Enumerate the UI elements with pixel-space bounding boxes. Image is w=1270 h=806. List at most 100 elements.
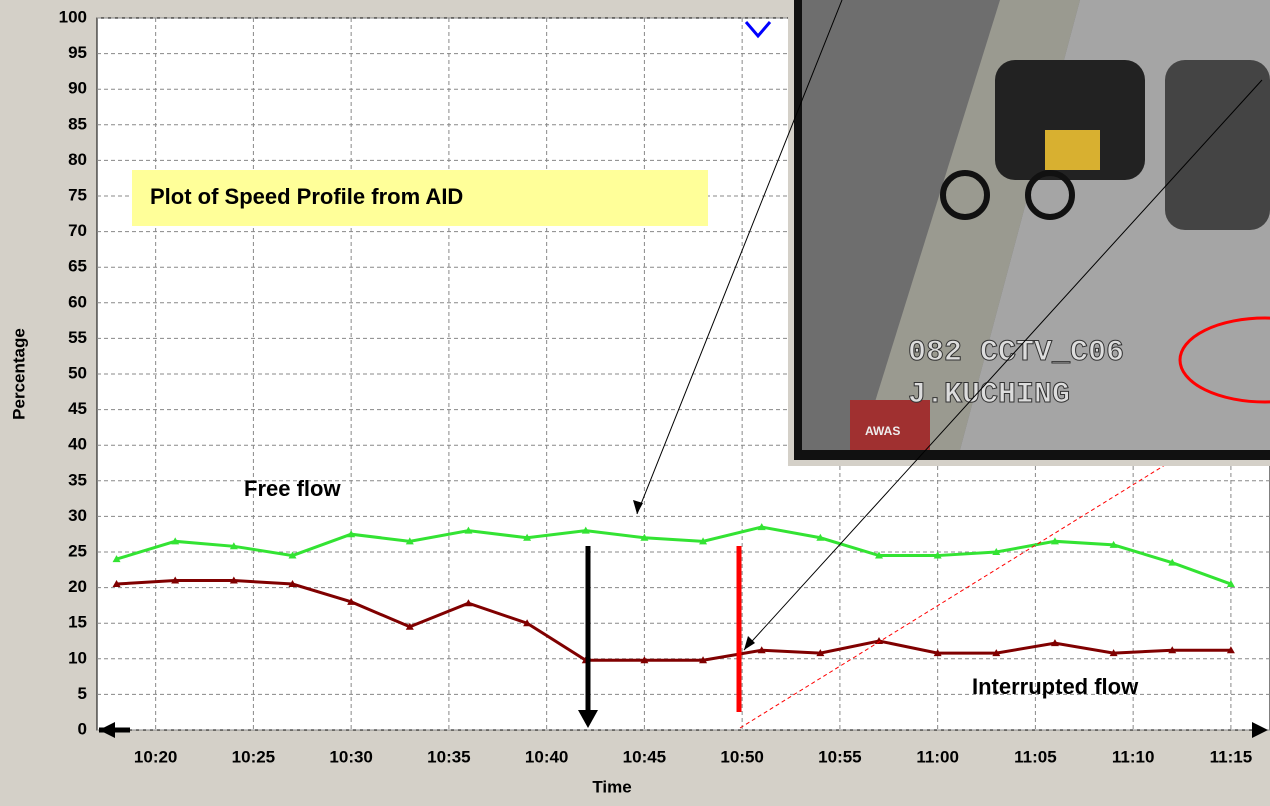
point [405, 537, 414, 545]
y-tick-label: 100 [59, 7, 87, 26]
point [1226, 580, 1235, 588]
point [229, 542, 238, 550]
y-tick-label: 95 [68, 43, 87, 62]
y-tick-label: 35 [68, 470, 87, 489]
point [640, 656, 649, 664]
point [1050, 639, 1059, 647]
lines [112, 523, 1235, 664]
y-tick-label: 45 [68, 399, 87, 418]
pointer-line [743, 79, 1263, 651]
point [640, 533, 649, 541]
point [699, 537, 708, 545]
y-tick-label: 80 [68, 150, 87, 169]
point [347, 597, 356, 605]
title-box [132, 170, 708, 226]
point [464, 526, 473, 534]
x-tick-label: 10:35 [427, 747, 470, 766]
x-tick-label: 11:10 [1112, 747, 1155, 766]
point [464, 599, 473, 607]
point [112, 555, 121, 563]
point [992, 548, 1001, 555]
point [1168, 558, 1177, 566]
point [288, 551, 297, 559]
y-tick-label: 15 [68, 613, 87, 632]
point [875, 551, 883, 559]
x-axis-label: Time [592, 777, 631, 796]
y-tick-label: 40 [68, 435, 87, 454]
point [1109, 540, 1118, 548]
box [1045, 130, 1100, 170]
x-tick-label: 10:25 [232, 747, 275, 766]
point [933, 649, 942, 657]
sign [850, 400, 930, 450]
y-axis-label: Percentage [9, 328, 28, 420]
x-tick-label: 11:00 [916, 747, 959, 766]
y-tick-label: 20 [68, 577, 87, 596]
point [1109, 649, 1118, 657]
highlight [1178, 316, 1270, 404]
annotation: Free flow [244, 476, 341, 501]
point [1226, 646, 1235, 654]
point [581, 526, 590, 534]
y-tick-label: 0 [78, 719, 87, 738]
chart-title: Plot of Speed Profile from AID [150, 184, 463, 209]
marker [744, 21, 772, 39]
point [1168, 646, 1177, 654]
series-line [116, 578, 1231, 662]
annotation: Interrupted flow [972, 674, 1139, 699]
series-line [116, 525, 1232, 586]
point [229, 576, 238, 584]
x-tick-label: 10:45 [623, 747, 666, 766]
wheel [940, 170, 990, 220]
wheel [1025, 170, 1075, 220]
point [875, 637, 883, 644]
y-tick-label: 90 [68, 79, 87, 98]
point [347, 530, 356, 538]
x-tick-label: 11:05 [1014, 747, 1057, 766]
car [995, 60, 1145, 180]
inset-text: AWAS [865, 424, 900, 438]
point [523, 619, 532, 627]
y-tick-label: 75 [68, 185, 87, 204]
x-tick-label: 10:20 [134, 747, 177, 766]
y-tick-label: 5 [78, 684, 87, 703]
axis-arrow [1252, 722, 1268, 738]
point [171, 537, 180, 545]
y-tick-label: 60 [68, 292, 87, 311]
car [1165, 60, 1270, 230]
axis-arrow [99, 722, 115, 738]
point [112, 580, 121, 588]
point [405, 622, 414, 630]
point [933, 551, 942, 559]
y-tick-label: 85 [68, 114, 87, 133]
y-tick-label: 30 [68, 506, 87, 525]
point [757, 523, 766, 531]
inset-text: 082 CCTV_C06 [908, 336, 1124, 370]
x-tick-label: 10:30 [329, 747, 372, 766]
y-tick-label: 25 [68, 541, 87, 560]
pointer-head [633, 500, 643, 514]
point [992, 649, 1001, 657]
y-tick-label: 65 [68, 257, 87, 276]
pointer-head [744, 636, 755, 650]
x-tick-label: 11:15 [1210, 747, 1253, 766]
point [699, 656, 708, 664]
inset-text: J.KUCHING [908, 378, 1070, 412]
point [816, 533, 825, 541]
y-tick-label: 50 [68, 363, 87, 382]
y-tick-label: 10 [68, 648, 87, 667]
y-tick-label: 55 [68, 328, 87, 347]
y-tick-label: 70 [68, 221, 87, 240]
pointer-line [636, 0, 843, 515]
point [1050, 537, 1059, 545]
x-tick-label: 10:40 [525, 747, 568, 766]
point [816, 649, 825, 657]
point [171, 576, 180, 584]
point [757, 646, 766, 654]
point [523, 533, 532, 541]
marker-arrow [578, 710, 598, 728]
point [288, 580, 297, 588]
inset-photo: AWAS 082 CCTV_C06 J.KUCHING [788, 0, 1270, 466]
x-tick-label: 10:50 [720, 747, 763, 766]
